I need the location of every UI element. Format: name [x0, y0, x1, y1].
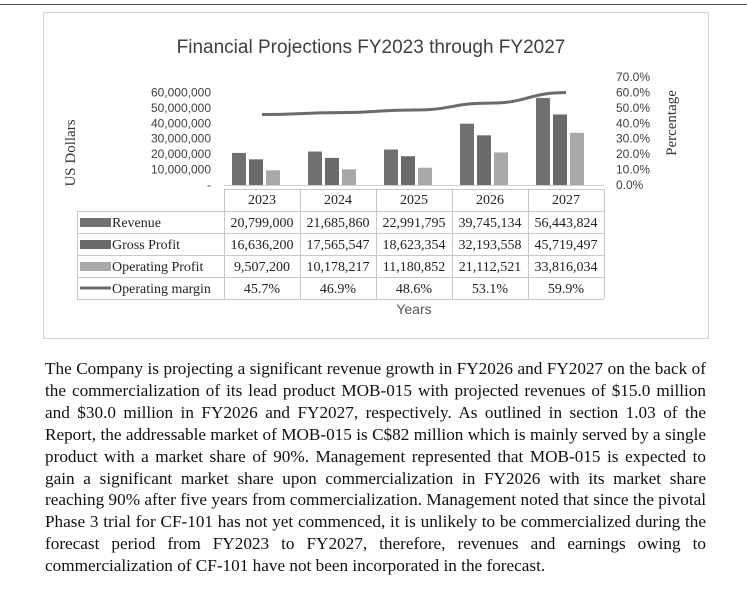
bar-revenue: [308, 151, 322, 185]
legend-label: Operating Profit: [112, 260, 203, 275]
bar-operating-profit: [342, 169, 356, 185]
y-tick-label: 30,000,000: [151, 132, 211, 146]
page-top-rule: [0, 4, 747, 5]
y-tick-label: 20,000,000: [151, 147, 211, 161]
operating-margin-line: [261, 91, 567, 116]
y-tick-label: 40,000,000: [151, 116, 211, 130]
y2-axis-label: Percentage: [664, 90, 680, 156]
data-label: 22,991,795: [383, 216, 446, 231]
data-label: 56,443,824: [535, 216, 598, 231]
y2-tick-label: 10.0%: [616, 163, 650, 177]
data-label: 21,685,860: [307, 216, 370, 231]
legend-label: Operating margin: [112, 282, 211, 297]
bar-revenue: [460, 123, 474, 185]
y2-tick-label: 0.0%: [616, 178, 644, 192]
data-label: 11,180,852: [383, 260, 445, 275]
bar-gross-profit: [249, 159, 263, 185]
data-label: 48.6%: [396, 282, 433, 297]
data-label: 46.9%: [320, 282, 357, 297]
bar-revenue: [384, 149, 398, 185]
data-label: 59.9%: [548, 282, 585, 297]
chart: Financial Projections FY2023 through FY2…: [63, 37, 680, 317]
y-axis-label: US Dollars: [63, 119, 79, 186]
data-label: 53.1%: [472, 282, 509, 297]
bar-operating-profit: [418, 167, 432, 185]
y-tick-label: 50,000,000: [151, 101, 211, 115]
x-tick-label: 2027: [552, 193, 580, 208]
bar-gross-profit: [325, 157, 339, 185]
data-label: 17,565,547: [307, 238, 370, 253]
y-tick-label: 60,000,000: [151, 85, 211, 99]
data-label: 20,799,000: [231, 216, 294, 231]
bar-gross-profit: [401, 156, 415, 185]
chart-frame: Financial Projections FY2023 through FY2…: [43, 12, 709, 339]
y-tick-label: -: [207, 178, 211, 192]
data-label: 18,623,354: [383, 238, 446, 253]
y2-tick-label: 40.0%: [616, 116, 650, 130]
x-tick-label: 2024: [324, 193, 352, 208]
y2-tick-label: 60.0%: [616, 85, 650, 99]
data-label: 16,636,200: [231, 238, 294, 253]
bar-operating-profit: [494, 152, 508, 185]
data-label: 45,719,497: [535, 238, 598, 253]
y2-tick-label: 20.0%: [616, 147, 650, 161]
legend-label: Revenue: [112, 216, 161, 231]
y2-tick-label: 30.0%: [616, 132, 650, 146]
y-tick-label: 10,000,000: [151, 163, 211, 177]
chart-title: Financial Projections FY2023 through FY2…: [177, 37, 566, 58]
data-label: 45.7%: [244, 282, 281, 297]
data-label: 21,112,521: [459, 260, 521, 275]
body-paragraph: The Company is projecting a significant …: [45, 359, 706, 576]
bar-operating-profit: [266, 170, 280, 185]
data-label: 33,816,034: [535, 260, 598, 275]
y2-tick-label: 50.0%: [616, 101, 650, 115]
bar-operating-profit: [570, 132, 584, 185]
bar-gross-profit: [477, 135, 491, 185]
bar-gross-profit: [553, 114, 567, 185]
y2-tick-label: 70.0%: [616, 70, 650, 84]
data-label: 9,507,200: [234, 260, 290, 275]
x-tick-label: 2023: [248, 193, 276, 208]
legend-swatch: [80, 262, 111, 271]
data-label: 32,193,558: [459, 238, 522, 253]
bar-revenue: [232, 152, 246, 185]
legend-swatch: [80, 240, 111, 249]
x-tick-label: 2025: [400, 193, 428, 208]
bar-revenue: [536, 97, 550, 185]
legend-label: Gross Profit: [112, 238, 180, 253]
legend-swatch: [80, 218, 111, 227]
data-label: 10,178,217: [307, 260, 370, 275]
x-axis-label: Years: [396, 301, 431, 317]
x-tick-label: 2026: [476, 193, 504, 208]
data-label: 39,745,134: [459, 216, 522, 231]
